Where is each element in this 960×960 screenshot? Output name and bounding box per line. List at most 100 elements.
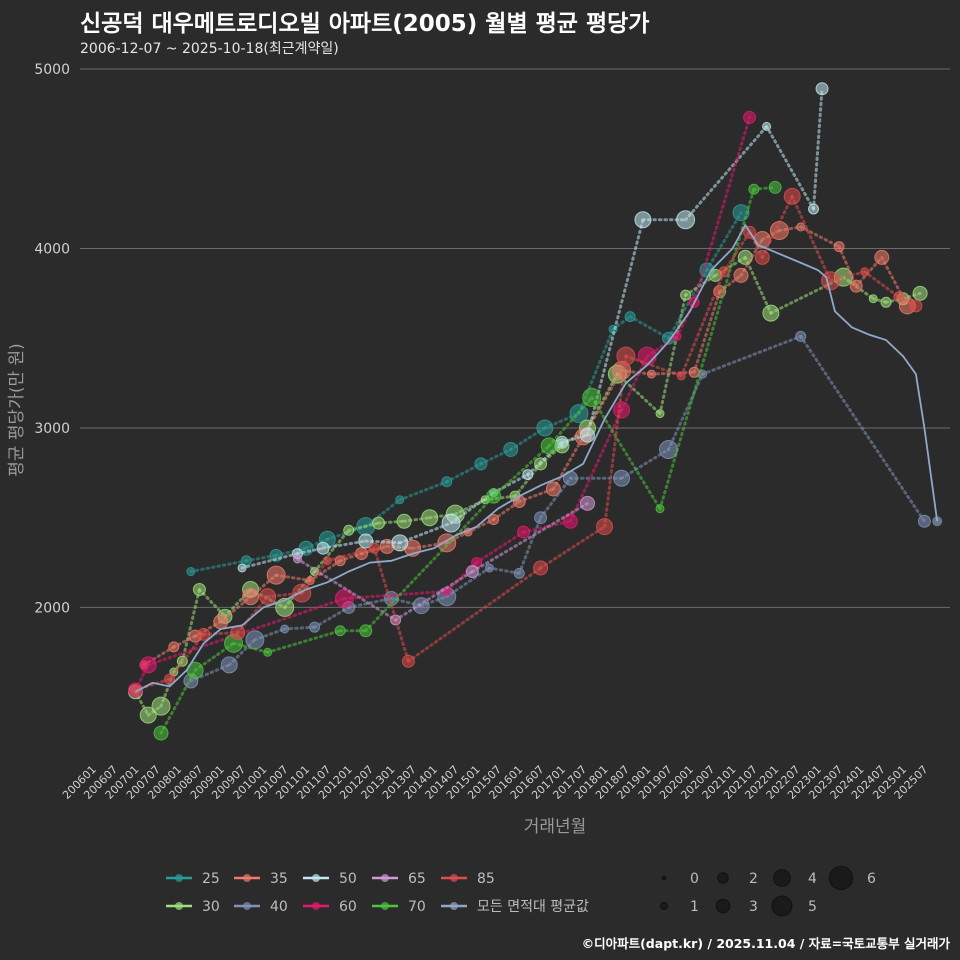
series-connector [266, 629, 342, 654]
size-legend-circle [771, 895, 793, 917]
data-point [266, 565, 286, 585]
series-connector [863, 270, 901, 299]
data-point [534, 511, 548, 525]
legend-label: 모든 면적대 평균값 [477, 899, 589, 915]
series-connector [568, 408, 624, 523]
series-connector [590, 395, 662, 511]
size-legend-circle [717, 872, 729, 884]
legend-label: 30 [202, 899, 220, 915]
data-point [655, 409, 665, 419]
data-point [220, 656, 238, 674]
data-point [808, 203, 820, 215]
data-point [275, 597, 295, 617]
data-point [596, 518, 614, 536]
data-point [754, 249, 770, 265]
series-connector [539, 525, 607, 570]
y-tick-label: 2000 [34, 600, 70, 616]
legend-swatch-dot [381, 874, 389, 882]
series-connector [146, 596, 346, 667]
data-point [582, 387, 602, 407]
size-legend-label: 3 [749, 899, 758, 915]
data-point [676, 210, 696, 230]
data-point [533, 560, 549, 576]
series-connector [628, 315, 671, 340]
data-point [441, 513, 461, 533]
data-point [634, 211, 652, 229]
legend-label: 60 [339, 899, 357, 915]
data-point [368, 542, 380, 554]
data-point [259, 588, 277, 606]
series-connector [189, 559, 248, 574]
series-connector [722, 230, 752, 274]
data-point [465, 565, 479, 579]
series-connector [159, 668, 197, 735]
data-point [513, 567, 525, 579]
series-connector [342, 589, 449, 600]
series-connector [679, 270, 726, 378]
data-point [139, 706, 157, 724]
data-point [309, 621, 321, 633]
data-point [372, 516, 386, 530]
data-point [613, 401, 631, 419]
series-connector [398, 480, 449, 502]
data-point [733, 267, 749, 283]
series-connector [539, 476, 572, 520]
data-point [322, 556, 332, 566]
series-connector [765, 124, 816, 211]
data-point [562, 513, 578, 529]
data-point [213, 614, 229, 630]
credit-text: ©디아파트(dapt.kr) / 2025.11.04 / 자료=국토교통부 실… [581, 936, 950, 951]
data-point [613, 469, 631, 487]
legend-swatch-dot [381, 902, 389, 910]
series-connector [364, 494, 496, 633]
data-point [292, 583, 312, 603]
data-point [616, 346, 636, 366]
data-point [488, 513, 500, 525]
data-point [522, 469, 534, 481]
series-connector [799, 225, 841, 249]
data-point [795, 330, 807, 342]
series-connector [658, 293, 688, 416]
series-connector [581, 369, 624, 439]
data-point [153, 725, 169, 741]
data-point [909, 299, 923, 313]
series-connector [837, 245, 858, 288]
data-point [237, 563, 247, 573]
series-connector [240, 552, 299, 570]
data-point [833, 241, 845, 253]
size-legend-circle [715, 898, 731, 914]
data-point [391, 534, 409, 552]
size-legend-label: 6 [867, 871, 876, 887]
data-point [580, 495, 595, 511]
legend-swatch-dot [450, 874, 458, 882]
series-connector [487, 566, 521, 575]
series-connector [394, 570, 474, 622]
series-connector [313, 605, 351, 629]
series-connector [492, 444, 551, 498]
legend-label: 25 [202, 871, 220, 887]
series-connector [701, 334, 803, 376]
series-connector [760, 194, 794, 259]
y-tick-label: 5000 [34, 62, 70, 78]
data-point [880, 296, 892, 308]
data-point [743, 110, 757, 124]
legend-swatch-dot [175, 902, 183, 910]
series-connector [812, 87, 824, 211]
series-connector [615, 372, 662, 416]
legend-label: 50 [339, 871, 357, 887]
series-connector [684, 124, 769, 222]
series-connector [547, 395, 594, 448]
series-connector [321, 539, 368, 550]
data-point [655, 504, 665, 514]
data-point [242, 588, 260, 606]
data-point [748, 183, 760, 195]
size-legend-label: 5 [808, 899, 817, 915]
data-point [280, 624, 290, 634]
data-point [484, 563, 494, 573]
data-point [783, 187, 801, 205]
data-point [815, 82, 829, 96]
data-point [762, 121, 772, 131]
data-point [624, 311, 636, 323]
data-point [486, 488, 502, 504]
